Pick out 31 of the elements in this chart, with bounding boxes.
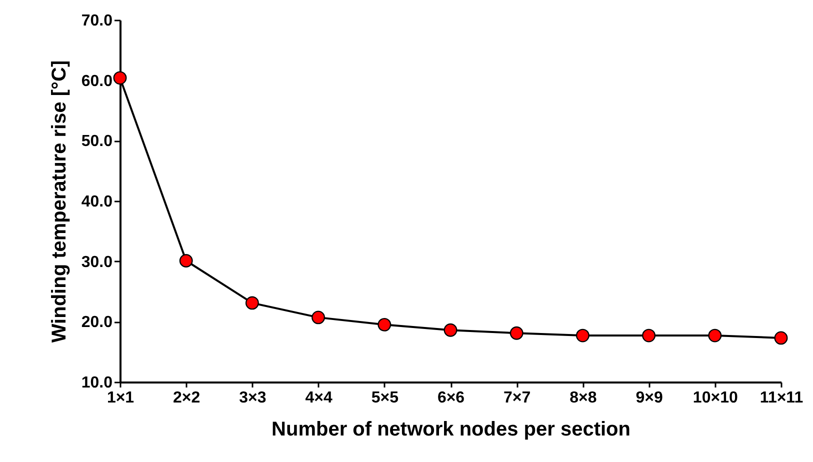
y-tick-label: 10.0 bbox=[81, 374, 113, 392]
y-tick-label: 50.0 bbox=[81, 133, 113, 150]
y-axis-title: Winding temperature rise [°C] bbox=[48, 60, 70, 343]
y-tick-label: 20.0 bbox=[81, 314, 113, 332]
x-tick-label: 10×10 bbox=[692, 390, 738, 406]
point bbox=[708, 328, 722, 342]
point bbox=[378, 318, 392, 332]
y-tick-label: 70.0 bbox=[81, 12, 113, 30]
point bbox=[642, 328, 656, 342]
y-tick-label: 40.0 bbox=[81, 194, 113, 210]
point bbox=[179, 254, 193, 268]
x-tick-label: 11×11 bbox=[760, 390, 804, 406]
y-tick-label: 30.0 bbox=[81, 254, 113, 271]
x-tick-label: 8×8 bbox=[570, 390, 597, 406]
x-tick-label: 5×5 bbox=[371, 390, 399, 406]
point bbox=[113, 71, 127, 85]
y-tick-label: 60.0 bbox=[81, 72, 113, 90]
x-tick-label: 3×3 bbox=[239, 390, 266, 406]
x-axis-title: Number of network nodes per section bbox=[272, 418, 630, 440]
point bbox=[245, 296, 259, 310]
point bbox=[312, 310, 326, 324]
point bbox=[774, 331, 788, 345]
x-tick-label: 1×1 bbox=[106, 390, 134, 406]
x-tick-label: 4×4 bbox=[305, 390, 332, 406]
x-tick-label: 9×9 bbox=[636, 390, 663, 406]
point bbox=[510, 326, 524, 340]
point bbox=[576, 328, 590, 342]
point bbox=[444, 323, 458, 337]
x-tick-label: 2×2 bbox=[173, 390, 200, 406]
x-tick-label: 7×7 bbox=[504, 390, 531, 406]
x-tick-label: 6×6 bbox=[437, 390, 465, 406]
